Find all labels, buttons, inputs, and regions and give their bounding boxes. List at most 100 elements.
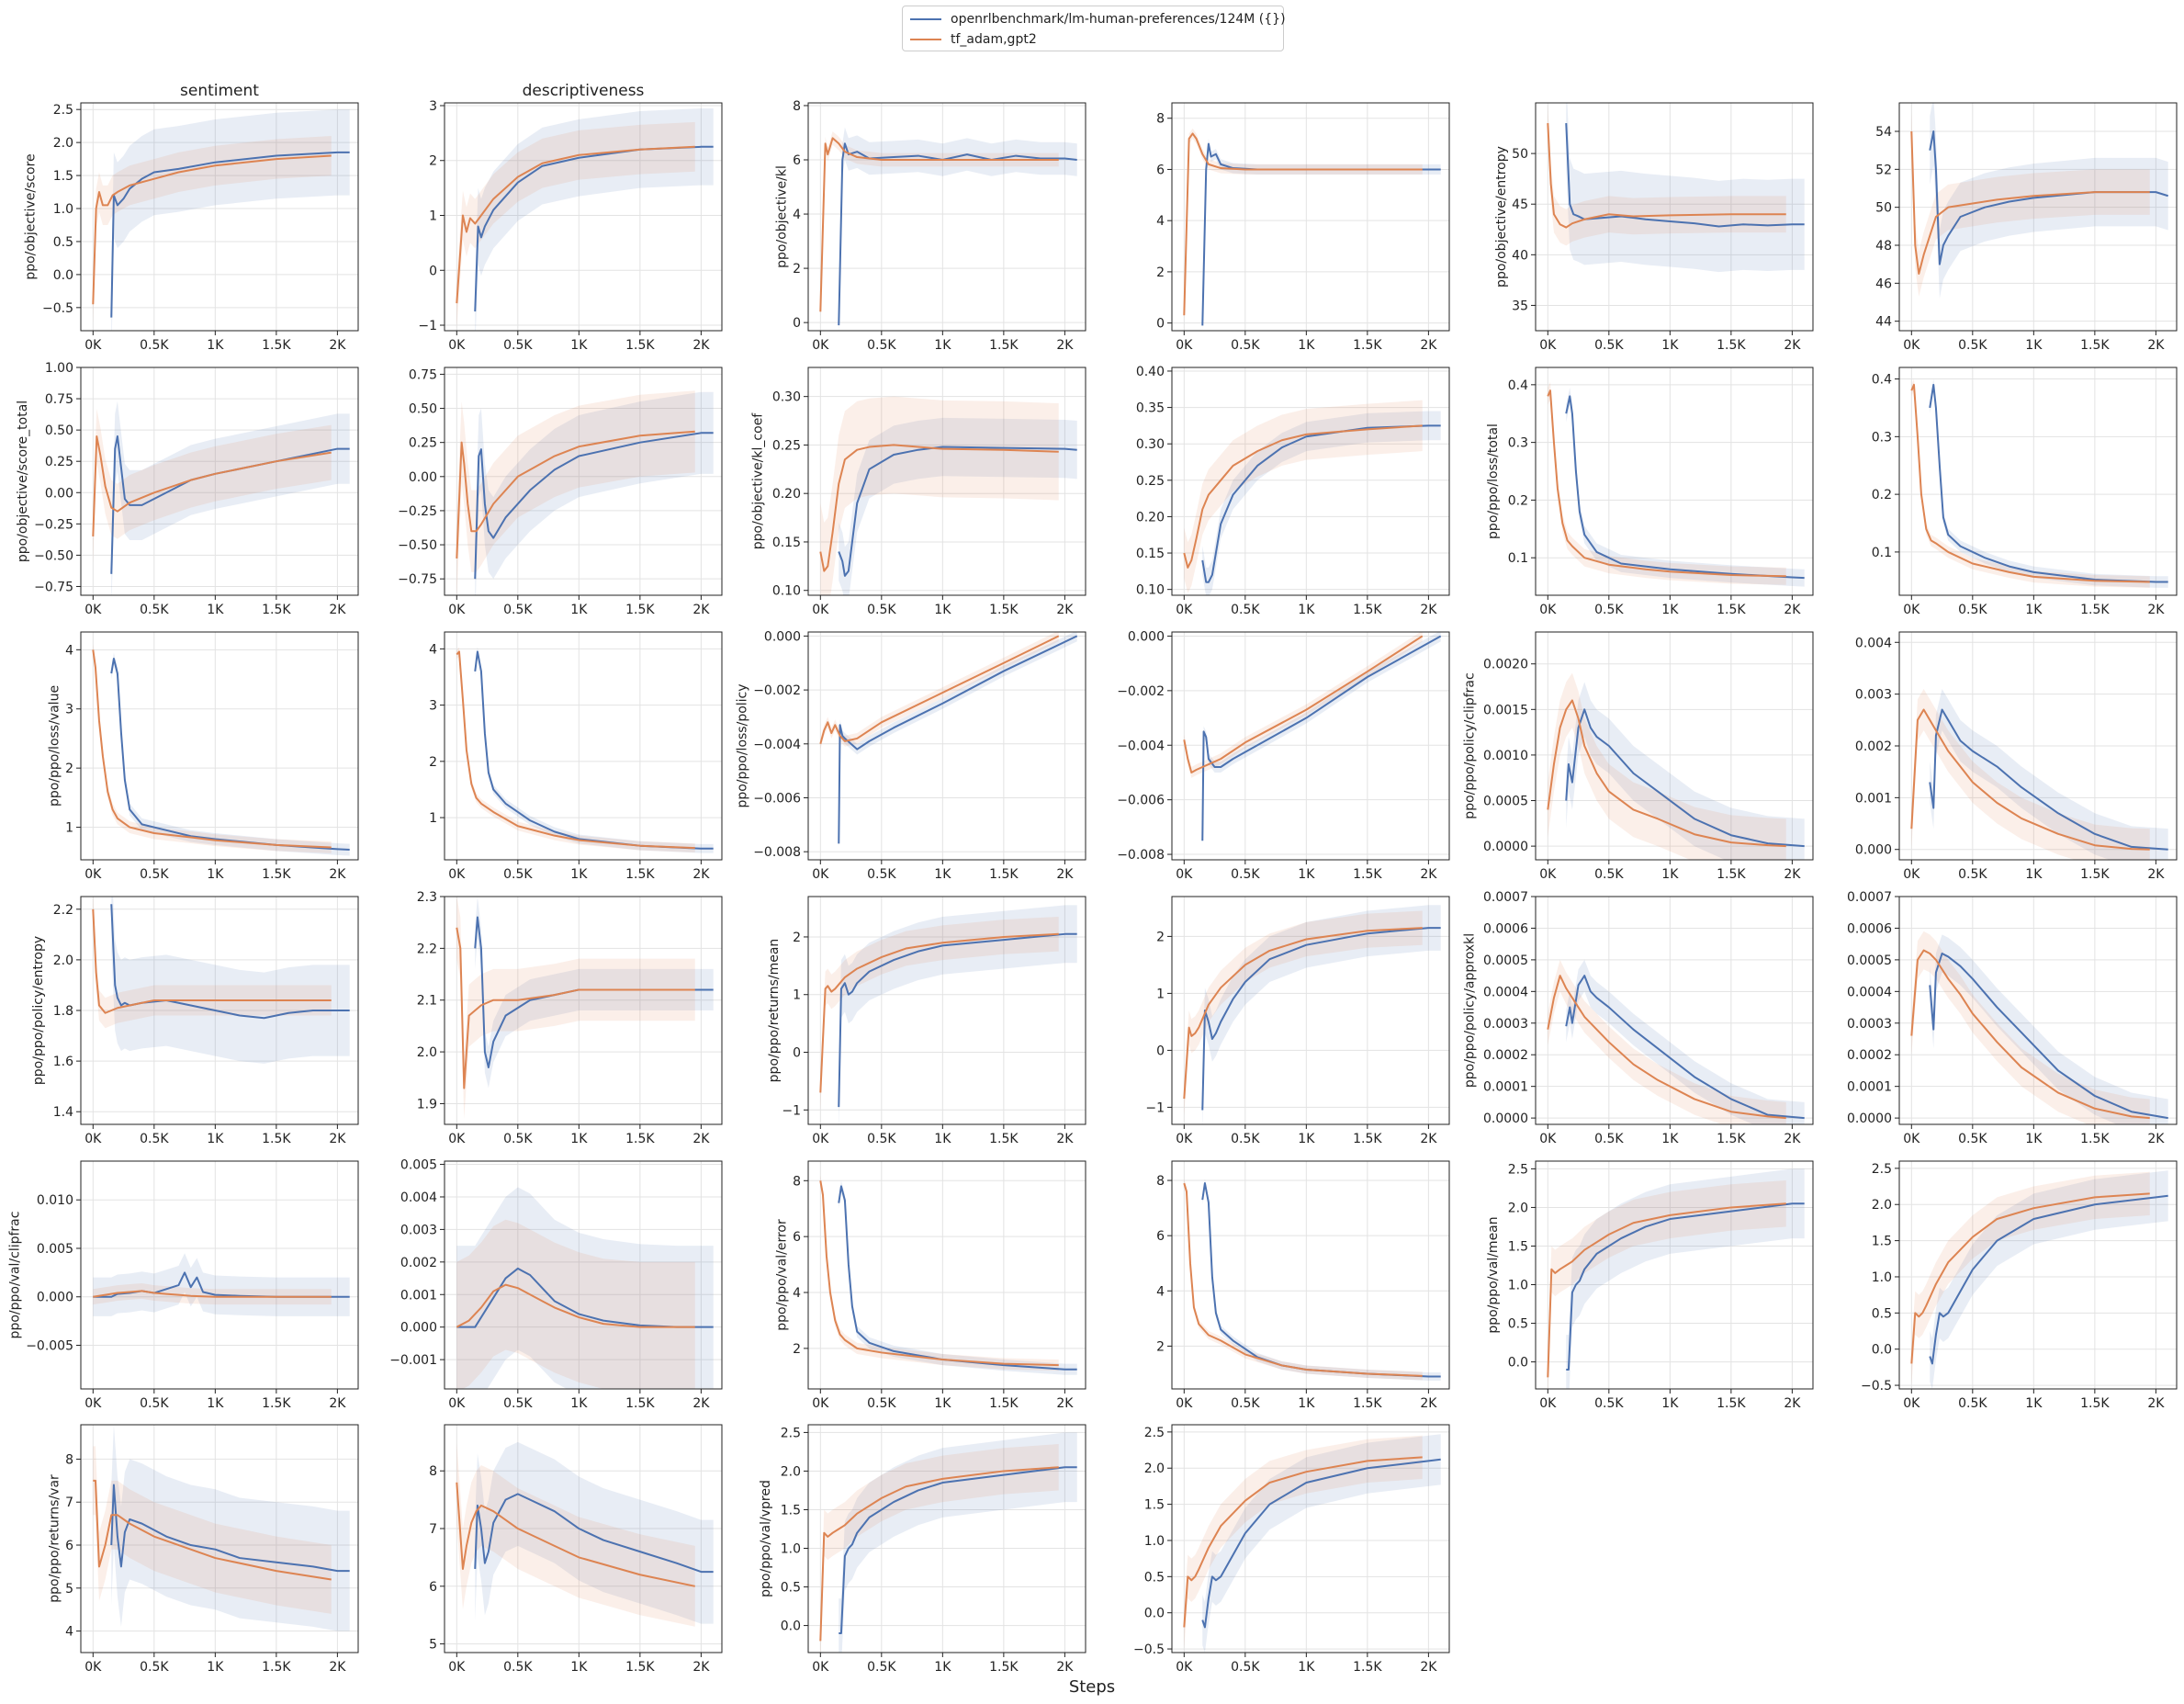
ytick-label: 2.0: [53, 954, 73, 968]
line-tf-adam: [1183, 1456, 1423, 1628]
band-openrlbenchmark: [475, 897, 714, 1089]
ytick-label: −0.002: [1117, 684, 1165, 699]
ytick-label: 0.0003: [1483, 1017, 1528, 1032]
xtick-label: 1.5K: [262, 1132, 291, 1146]
ytick-label: 0.00: [409, 470, 437, 485]
axes-frame: [1535, 1160, 1814, 1390]
ytick-label: −0.25: [398, 504, 437, 519]
band-openrlbenchmark: [111, 897, 350, 1064]
subplot-34: 0K 0.5K 1K 1.5K 2K −0.5 0.0 0.5 1.0 1.5 2.0 2.5: [1133, 1424, 1450, 1675]
band-openrlbenchmark: [1930, 103, 2168, 299]
axes-frame: [80, 1160, 359, 1390]
ytick-label: 0.0000: [1847, 1112, 1892, 1126]
xtick-label: 2K: [1056, 1396, 1074, 1411]
xtick-label: 1.5K: [2080, 1132, 2110, 1146]
xtick-label: 1.5K: [625, 867, 655, 882]
axes-frame: [807, 896, 1086, 1125]
xtick-label: 2K: [692, 1132, 710, 1146]
xtick-label: 1K: [2025, 1132, 2043, 1146]
band-tf-adam: [456, 390, 695, 595]
line-openrlbenchmark: [1565, 122, 1805, 228]
ytick-label: 6: [429, 1580, 437, 1595]
ytick-label: 0.2: [1872, 488, 1892, 502]
xtick-label: 2K: [2147, 1396, 2165, 1411]
line-openrlbenchmark: [110, 1484, 350, 1573]
xtick-label: 2K: [329, 1396, 346, 1411]
band-openrlbenchmark: [1566, 682, 1805, 860]
plot-area: [93, 1425, 350, 1631]
ytick-label: 40: [1512, 248, 1528, 263]
band-openrlbenchmark: [1566, 1168, 1805, 1389]
line-openrlbenchmark: [1566, 1202, 1805, 1371]
ytick-label: −0.50: [398, 538, 437, 553]
xtick-label: 0K: [84, 1660, 102, 1675]
xtick-label: 0.5K: [503, 338, 533, 353]
xtick-label: 1K: [2025, 338, 2043, 353]
plot-area: [819, 1175, 1077, 1375]
subplot-19: 0K 0.5K 1K 1.5K 2K 1.4 1.6 1.8 2.0 2.2 ppo/ppo/pol…: [31, 896, 359, 1146]
band-openrlbenchmark: [1930, 934, 2168, 1124]
ytick-label: 1.5: [781, 1503, 801, 1518]
ytick-label: 46: [1875, 276, 1892, 291]
subplot-29: 0K 0.5K 1K 1.5K 2K 0.0 0.5 1.0 1.5 2.0 2.5 ppo/ppo/…: [1486, 1160, 1814, 1411]
line-tf-adam: [1183, 424, 1423, 569]
xtick-label: 0K: [1539, 867, 1557, 882]
line-tf-adam: [1183, 927, 1423, 1100]
line-tf-adam: [1910, 1192, 2150, 1364]
band-tf-adam: [456, 1441, 695, 1627]
xtick-label: 0K: [84, 1132, 102, 1146]
xtick-label: 1.5K: [2080, 603, 2110, 617]
xtick-label: 2K: [2147, 867, 2165, 882]
plot-area: [92, 109, 350, 331]
xtick-label: 1K: [207, 1132, 224, 1146]
axes-frame: [1898, 102, 2178, 332]
ytick-label: 0.004: [1855, 636, 1892, 650]
line-tf-adam: [1910, 383, 2150, 583]
line-tf-adam: [1910, 130, 2150, 275]
axes-frame: [1171, 631, 1450, 861]
band-tf-adam: [820, 1175, 1059, 1371]
plot-area: [1183, 1179, 1441, 1381]
band-tf-adam: [1184, 1179, 1423, 1381]
line-openrlbenchmark: [1929, 953, 2168, 1120]
xtick-label: 0K: [1539, 338, 1557, 353]
ytick-label: −0.008: [1117, 848, 1165, 863]
ytick-label: 2.5: [1872, 1162, 1892, 1177]
line-tf-adam: [456, 430, 695, 559]
ytick-label: 0.25: [45, 455, 73, 469]
plot-area: [92, 897, 350, 1064]
xtick-label: 0.5K: [140, 1396, 169, 1411]
ytick-label: 2: [793, 262, 801, 276]
subplot-22: 0K 0.5K 1K 1.5K 2K −1 0 1 2: [1145, 896, 1450, 1146]
xtick-label: 1.5K: [1717, 338, 1746, 353]
axes-frame: [1535, 367, 1814, 596]
plot-area: [456, 897, 714, 1120]
xtick-label: 1.5K: [1717, 603, 1746, 617]
ytick-label: 2.2: [417, 942, 437, 956]
plot-area: [819, 127, 1077, 331]
xtick-label: 0.5K: [503, 1132, 533, 1146]
ytick-label: 0: [429, 264, 437, 278]
line-tf-adam: [1910, 949, 2150, 1120]
ytick-label: 2.5: [1144, 1426, 1165, 1440]
xtick-label: 1K: [1298, 1660, 1315, 1675]
xtick-label: 0K: [448, 603, 466, 617]
xtick-label: 2K: [1420, 603, 1437, 617]
ylabel: ppo/objective/kl: [774, 165, 789, 268]
xtick-label: 0K: [84, 603, 102, 617]
ytick-label: 0.0: [53, 268, 73, 283]
ytick-label: −0.5: [1133, 1642, 1165, 1657]
line-openrlbenchmark: [838, 446, 1077, 577]
xtick-label: 0.5K: [867, 1660, 896, 1675]
xtick-label: 1.5K: [262, 603, 291, 617]
line-tf-adam: [1910, 708, 2150, 851]
plot-area: [1910, 103, 2168, 299]
xtick-label: 0.5K: [140, 1660, 169, 1675]
xtick-label: 2K: [692, 1660, 710, 1675]
plot-area: [819, 396, 1077, 595]
ytick-label: 1: [429, 209, 437, 224]
ytick-label: 0.0: [781, 1619, 801, 1634]
line-tf-adam: [1547, 1202, 1786, 1378]
ytick-label: 1.5: [1144, 1498, 1165, 1513]
ytick-label: 0.4: [1508, 378, 1528, 393]
